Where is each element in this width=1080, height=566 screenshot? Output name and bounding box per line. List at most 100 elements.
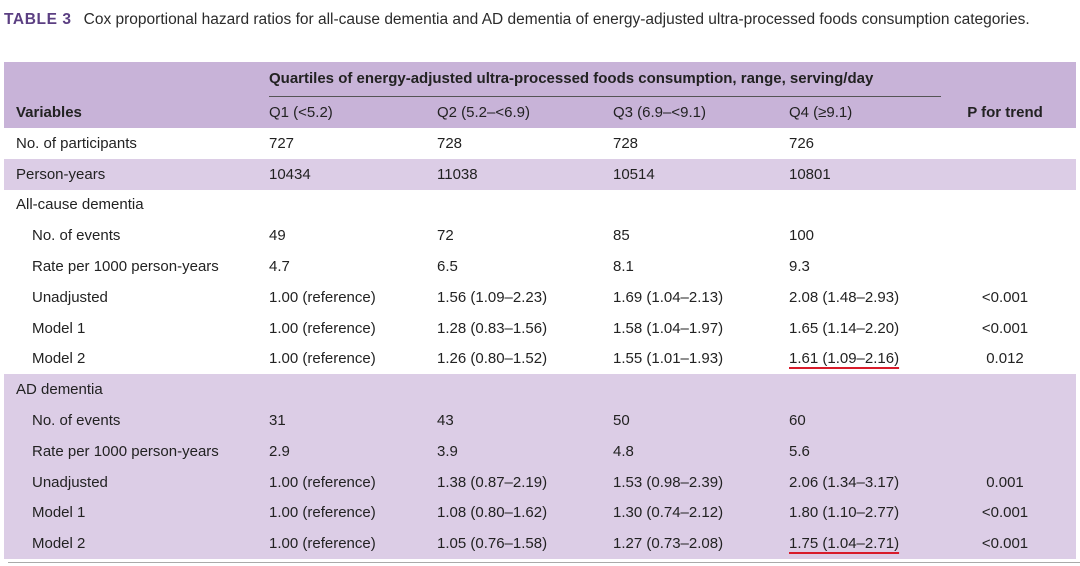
cell-text: Person-years xyxy=(16,165,106,183)
cell-p-trend: <0.001 xyxy=(959,528,1051,559)
cell-text: 4.7 xyxy=(269,258,290,276)
table-caption: TABLE 3 Cox proportional hazard ratios fo… xyxy=(4,8,1074,31)
cell-q4: 100 xyxy=(789,220,814,251)
results-table: Quartiles of energy-adjusted ultra-proce… xyxy=(4,62,1080,563)
cell-text: 1.61 (1.09–2.16) xyxy=(789,350,900,368)
cell-text: No. of participants xyxy=(16,134,137,152)
cell-q2: 1.38 (0.87–2.19) xyxy=(437,467,547,498)
cell-text: 1.00 (reference) xyxy=(269,350,376,368)
cell-text: 1.00 (reference) xyxy=(269,319,376,337)
cell-text: 8.1 xyxy=(613,258,634,276)
cell-variable: AD dementia xyxy=(16,374,103,405)
header-variables: Variables xyxy=(16,103,82,121)
cell-text: 3.9 xyxy=(437,442,458,460)
cell-q1: 31 xyxy=(269,405,286,436)
spanner-rule xyxy=(269,96,941,97)
cell-p-trend: <0.001 xyxy=(959,498,1051,529)
cell-text: 10514 xyxy=(613,165,655,183)
cell-variable: All-cause dementia xyxy=(16,190,144,221)
table-row: No. of events 49 72 85 100 xyxy=(4,220,1076,251)
header-q4: Q4 (≥9.1) xyxy=(789,103,853,121)
cell-q4: 1.80 (1.10–2.77) xyxy=(789,498,899,529)
cell-q2: 1.56 (1.09–2.23) xyxy=(437,282,547,313)
cell-text: Model 2 xyxy=(32,535,86,553)
cell-text: 728 xyxy=(613,134,639,152)
cell-q3: 10514 xyxy=(613,159,655,190)
cell-p-trend xyxy=(959,374,1051,405)
cell-q3: 1.27 (0.73–2.08) xyxy=(613,528,723,559)
cell-variable: Rate per 1000 person-years xyxy=(32,436,219,467)
cell-text: 2.06 (1.34–3.17) xyxy=(789,473,900,491)
cell-q1: 10434 xyxy=(269,159,311,190)
cell-text: 1.08 (0.80–1.62) xyxy=(437,504,548,522)
cell-q3: 8.1 xyxy=(613,251,634,282)
cell-text: 1.65 (1.14–2.20) xyxy=(789,319,900,337)
cell-q3: 1.30 (0.74–2.12) xyxy=(613,498,723,529)
cell-q4: 5.6 xyxy=(789,436,810,467)
cell-variable: No. of events xyxy=(32,405,120,436)
cell-text: 10434 xyxy=(269,165,311,183)
cell-q4: 1.65 (1.14–2.20) xyxy=(789,313,899,344)
table-body: No. of participants 727 728 728 726 Person-ye… xyxy=(4,128,1076,560)
cell-q1: 2.9 xyxy=(269,436,290,467)
cell-q3: 1.58 (1.04–1.97) xyxy=(613,313,723,344)
cell-text: Model 2 xyxy=(32,350,86,368)
cell-text: 1.26 (0.80–1.52) xyxy=(437,350,548,368)
cell-variable: No. of participants xyxy=(16,128,137,159)
cell-p-trend xyxy=(959,128,1051,159)
cell-q4: 726 xyxy=(789,128,814,159)
cell-q2: 1.05 (0.76–1.58) xyxy=(437,528,547,559)
cell-q4: 1.75 (1.04–2.71) xyxy=(789,528,899,559)
cell-text: 0.001 xyxy=(986,473,1024,491)
cell-q3: 1.55 (1.01–1.93) xyxy=(613,344,723,375)
cell-q3: 50 xyxy=(613,405,630,436)
table-row: Model 1 1.00 (reference) 1.28 (0.83–1.56) 1… xyxy=(4,313,1076,344)
table-row: Model 2 1.00 (reference) 1.26 (0.80–1.52) 1… xyxy=(4,344,1076,375)
cell-q2: 1.08 (0.80–1.62) xyxy=(437,498,547,529)
cell-q4: 10801 xyxy=(789,159,831,190)
cell-p-trend: 0.012 xyxy=(959,344,1051,375)
header-p-for-trend: P for trend xyxy=(967,103,1043,121)
cell-q1: 1.00 (reference) xyxy=(269,282,376,313)
cell-q4: 9.3 xyxy=(789,251,810,282)
cell-text: 1.00 (reference) xyxy=(269,504,376,522)
cell-q2: 728 xyxy=(437,128,462,159)
table-row: Model 2 1.00 (reference) 1.05 (0.76–1.58) 1… xyxy=(4,528,1076,560)
cell-text: 11038 xyxy=(437,165,478,183)
cell-text: Rate per 1000 person-years xyxy=(32,442,219,460)
cell-q2: 43 xyxy=(437,405,454,436)
cell-q4: 1.61 (1.09–2.16) xyxy=(789,344,899,375)
cell-text: 726 xyxy=(789,134,815,152)
cell-text: All-cause dementia xyxy=(16,196,144,214)
cell-text: 1.80 (1.10–2.77) xyxy=(789,504,900,522)
table-row: All-cause dementia xyxy=(4,190,1076,221)
cell-text: 1.75 (1.04–2.71) xyxy=(789,535,900,553)
table-row: Model 1 1.00 (reference) 1.08 (0.80–1.62) 1… xyxy=(4,497,1076,529)
cell-q2: 1.28 (0.83–1.56) xyxy=(437,313,547,344)
cell-text: 1.27 (0.73–2.08) xyxy=(613,535,724,553)
cell-text: 6.5 xyxy=(437,258,458,276)
cell-q3: 1.69 (1.04–2.13) xyxy=(613,282,723,313)
cell-text: Unadjusted xyxy=(32,473,108,491)
table-row: Person-years 10434 11038 10514 10801 xyxy=(4,158,1076,190)
cell-text: 1.38 (0.87–2.19) xyxy=(437,473,548,491)
header-q3: Q3 (6.9–<9.1) xyxy=(613,103,706,121)
cell-text: 1.00 (reference) xyxy=(269,288,376,306)
cell-q2: 72 xyxy=(437,220,454,251)
table-row: Unadjusted 1.00 (reference) 1.38 (0.87–2.1… xyxy=(4,466,1076,498)
cell-q1: 1.00 (reference) xyxy=(269,498,376,529)
cell-text: <0.001 xyxy=(981,504,1029,522)
cell-text: 727 xyxy=(269,134,295,152)
cell-q2: 11038 xyxy=(437,159,478,190)
cell-p-trend xyxy=(959,159,1051,190)
cell-p-trend: 0.001 xyxy=(959,467,1051,498)
cell-text: Rate per 1000 person-years xyxy=(32,258,219,276)
table-row: Unadjusted 1.00 (reference) 1.56 (1.09–2.2… xyxy=(4,282,1076,313)
cell-text: No. of events xyxy=(32,227,121,245)
cell-text: No. of events xyxy=(32,412,121,430)
cell-text: 728 xyxy=(437,134,463,152)
cell-q1: 1.00 (reference) xyxy=(269,528,376,559)
cell-q3: 728 xyxy=(613,128,638,159)
cell-text: Model 1 xyxy=(32,319,86,337)
cell-text: <0.001 xyxy=(981,288,1029,306)
